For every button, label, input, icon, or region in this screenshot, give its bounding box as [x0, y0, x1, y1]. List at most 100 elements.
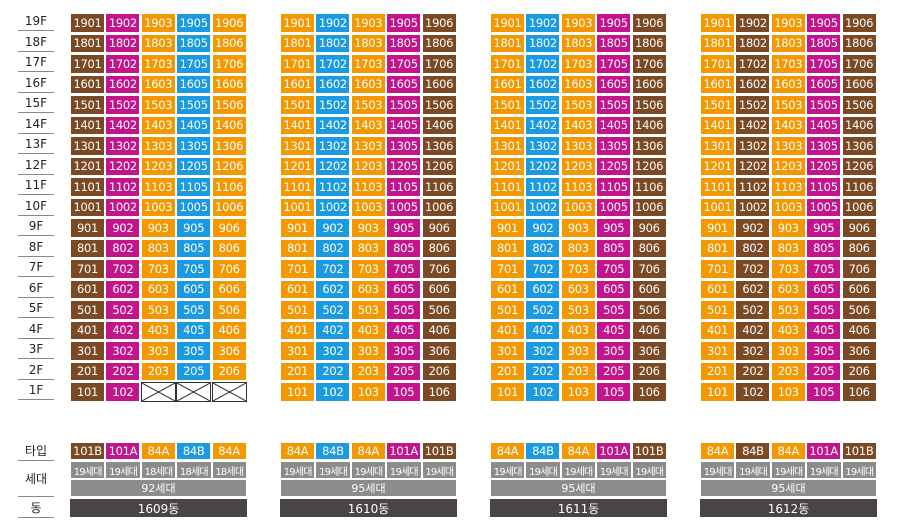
- building-name: 1612동: [700, 499, 877, 517]
- unit-cell: 1103: [770, 177, 806, 197]
- unit-cell: 203: [770, 361, 806, 381]
- unit-cell: 106: [421, 382, 457, 402]
- unit-cell: 503: [350, 300, 386, 320]
- unit-cell: 1901: [280, 13, 315, 33]
- unit-cell: 1001: [700, 197, 735, 217]
- households-total: 95세대: [490, 479, 667, 497]
- unit-cell: 1801: [280, 33, 315, 53]
- unit-cell: 101: [70, 382, 105, 402]
- unit-cell: 803: [560, 238, 596, 258]
- type-cell: 84A: [770, 442, 806, 460]
- unit-cell: 606: [421, 279, 457, 299]
- unit-cell: 1605: [386, 74, 422, 94]
- households-row-label: 세대: [18, 462, 54, 497]
- unit-cell: 503: [560, 300, 596, 320]
- floor-label: 3F: [18, 341, 54, 359]
- unit-cell: 1205: [596, 156, 632, 176]
- unit-cell: 1103: [350, 177, 386, 197]
- unit-cell: 602: [735, 279, 771, 299]
- households-cell: 19세대: [490, 461, 526, 479]
- unit-cell: 502: [525, 300, 561, 320]
- unit-cell: 1106: [631, 177, 667, 197]
- unit-cell: 1405: [386, 115, 422, 135]
- unit-cell: 1105: [176, 177, 212, 197]
- households-cell: 19세대: [70, 461, 106, 479]
- unit-cell: 1005: [596, 197, 632, 217]
- unit-cell: 305: [596, 341, 632, 361]
- unit-cell: 1601: [700, 74, 735, 94]
- unit-cell: 1301: [280, 136, 315, 156]
- unit-cell: 1605: [176, 74, 212, 94]
- unit-cell: 1303: [140, 136, 176, 156]
- unit-cell: 1401: [70, 115, 105, 135]
- unit-cell: 503: [770, 300, 806, 320]
- unit-cell: 1803: [140, 33, 176, 53]
- unit-cell: 1202: [315, 156, 351, 176]
- unit-cell: 1401: [490, 115, 525, 135]
- unit-cell: 1003: [560, 197, 596, 217]
- unit-cell: 1302: [735, 136, 771, 156]
- unit-cell: 1706: [211, 54, 247, 74]
- unit-cell: 1702: [105, 54, 141, 74]
- unit-cell: 705: [596, 259, 632, 279]
- unit-cell: 1503: [350, 95, 386, 115]
- unit-cell: 1405: [806, 115, 842, 135]
- unit-cell: 202: [525, 361, 561, 381]
- unit-cell: 1203: [140, 156, 176, 176]
- unit-cell: 601: [70, 279, 105, 299]
- unit-cell: 1001: [490, 197, 525, 217]
- unit-cell: 703: [560, 259, 596, 279]
- unit-cell: 401: [280, 320, 315, 340]
- unit-cell: 606: [841, 279, 877, 299]
- building-name: 1609동: [70, 499, 247, 517]
- households-cell: 19세대: [596, 461, 632, 479]
- floor-label: 18F: [18, 34, 54, 52]
- unit-cell: 1501: [490, 95, 525, 115]
- unit-cell: 1106: [211, 177, 247, 197]
- households-cell: 19세대: [631, 461, 667, 479]
- unit-cell: 801: [490, 238, 525, 258]
- empty-unit-cell: [211, 382, 247, 402]
- unit-cell: 605: [176, 279, 212, 299]
- unit-cell: 1803: [770, 33, 806, 53]
- unit-cell: 1405: [176, 115, 212, 135]
- unit-cell: 1202: [525, 156, 561, 176]
- unit-cell: 705: [176, 259, 212, 279]
- unit-cell: 803: [350, 238, 386, 258]
- unit-cell: 1403: [140, 115, 176, 135]
- unit-cell: 1703: [350, 54, 386, 74]
- type-cell: 84B: [525, 442, 561, 460]
- unit-cell: 806: [211, 238, 247, 258]
- type-cell: 101A: [105, 442, 141, 460]
- unit-cell: 701: [700, 259, 735, 279]
- type-row-label: 타입: [18, 442, 54, 461]
- unit-cell: 305: [386, 341, 422, 361]
- unit-cell: 703: [770, 259, 806, 279]
- unit-cell: 603: [770, 279, 806, 299]
- unit-cell: 1905: [176, 13, 212, 33]
- unit-cell: 1102: [315, 177, 351, 197]
- floor-label: 4F: [18, 321, 54, 339]
- type-cell: 84A: [560, 442, 596, 460]
- unit-cell: 1603: [560, 74, 596, 94]
- unit-cell: 906: [841, 218, 877, 238]
- unit-cell: 1202: [105, 156, 141, 176]
- unit-cell: 605: [386, 279, 422, 299]
- households-cell: 19세대: [421, 461, 457, 479]
- unit-cell: 1302: [315, 136, 351, 156]
- unit-cell: 1103: [140, 177, 176, 197]
- unit-cell: 901: [70, 218, 105, 238]
- unit-cell: 505: [176, 300, 212, 320]
- floor-label: 14F: [18, 116, 54, 134]
- unit-cell: 501: [700, 300, 735, 320]
- unit-cell: 603: [350, 279, 386, 299]
- floor-label: 6F: [18, 280, 54, 298]
- floor-label: 8F: [18, 239, 54, 257]
- unit-cell: 1505: [806, 95, 842, 115]
- type-cell: 101A: [806, 442, 842, 460]
- unit-cell: 1603: [770, 74, 806, 94]
- households-cell: 18세대: [140, 461, 177, 479]
- unit-cell: 403: [770, 320, 806, 340]
- unit-cell: 505: [386, 300, 422, 320]
- floor-label: 2F: [18, 362, 54, 380]
